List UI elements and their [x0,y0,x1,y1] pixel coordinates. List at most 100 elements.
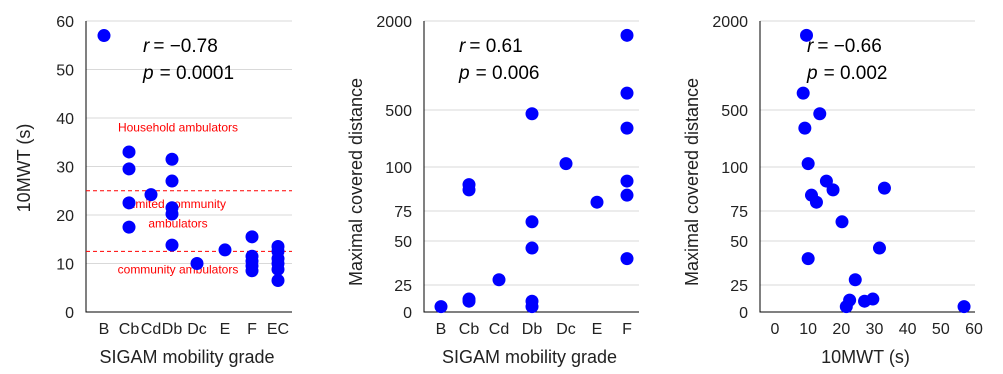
data-point [813,107,827,121]
data-point [165,152,179,166]
data-point [620,86,634,100]
data-point [796,86,810,100]
y-tick-label: 10 [56,257,74,274]
annotation-label: community ambulators [118,262,239,276]
y-tick-label: 50 [394,234,412,251]
data-point [877,181,891,195]
x-tick-label: B [436,321,447,338]
x-tick-label: F [247,321,257,338]
annotation-label: ambulators [148,217,207,231]
data-point [835,215,849,229]
x-tick-label: Db [522,321,543,338]
data-point [620,28,634,42]
y-tick-label: 75 [394,204,412,221]
x-tick-label: 0 [771,321,780,338]
y-tick-label: 50 [56,63,74,80]
correlation-r: r = 0.61 [459,36,523,57]
data-point [462,294,476,308]
data-point [190,257,204,270]
data-point [122,145,136,159]
data-point [245,230,259,244]
y-tick-label: 0 [403,305,412,322]
data-point [525,215,539,229]
x-axis-label: SIGAM mobility grade [99,347,274,367]
x-tick-label: 30 [866,321,884,338]
data-point [122,220,136,234]
y-tick-label: 50 [730,234,748,251]
data-point [801,252,815,266]
x-tick-label: 10 [799,321,817,338]
y-tick-label: 0 [65,305,74,322]
y-tick-label: 2000 [376,14,412,31]
x-tick-label: E [220,321,231,338]
data-point [434,300,448,314]
data-point [165,174,179,188]
data-point [620,252,634,266]
x-tick-label: E [592,321,603,338]
chart-panel-2: 0 25 50 75 100 500 2000 B Cb Cd Db Dc E F SIGAM mobili… [346,14,639,367]
x-tick-label: Cd [489,321,509,338]
data-point [809,195,823,209]
data-point [848,273,862,287]
data-point [872,241,886,255]
x-tick-label: EC [267,321,289,338]
axis-lines [423,21,639,313]
data-point [97,29,111,43]
data-point [462,183,476,197]
data-point [245,264,259,278]
x-tick-label: 60 [965,321,983,338]
data-point [122,162,136,176]
data-point [620,121,634,135]
x-tick-label: Dc [556,321,576,338]
data-point [144,188,158,202]
p-value: p = 0.002 [806,63,888,84]
x-tick-label: B [99,321,110,338]
x-tick-label: Cb [459,321,480,338]
data-point [165,207,179,221]
x-tick-label: 50 [932,321,950,338]
data-point [957,300,971,314]
data-point [122,196,136,210]
y-tick-label: 500 [721,103,748,120]
x-tick-label: Cd [141,321,161,338]
data-point [800,28,814,42]
data-point [826,183,840,197]
p-value: p = 0.006 [458,63,540,84]
y-tick-label: 100 [385,160,412,177]
y-tick-label: 500 [385,103,412,120]
axis-lines [759,21,975,313]
y-tick-label: 20 [56,208,74,225]
x-tick-label: Db [162,321,183,338]
data-point [798,121,812,135]
y-tick-label: 30 [56,160,74,177]
y-axis-label: Maximal covered distance [682,78,702,286]
y-axis-label: 10MWT (s) [14,124,34,213]
chart-panel-1: 0 10 20 30 40 50 60 B Cb Cd Db Dc E F EC SIGAM mobility… [14,14,292,367]
x-tick-label: Cb [119,321,140,338]
data-point [866,292,880,306]
data-point [839,300,853,314]
x-tick-label: 20 [832,321,850,338]
data-point [218,243,232,257]
correlation-r: r = −0.66 [807,36,882,57]
data-point [271,262,285,276]
data-point [590,195,604,209]
data-point [620,174,634,188]
y-tick-label: 0 [739,305,748,322]
y-tick-label: 75 [730,204,748,221]
data-point [525,107,539,121]
y-tick-label: 100 [721,160,748,177]
data-point [620,188,634,202]
data-point [525,241,539,255]
x-tick-label: 40 [899,321,917,338]
y-tick-label: 2000 [712,14,748,31]
y-tick-label: 25 [394,278,412,295]
data-point [525,300,539,314]
correlation-r: r = −0.78 [143,36,218,57]
chart-panel-3: 0 25 50 75 100 500 2000 0 10 20 30 40 50 60 10MWT (s) M… [682,14,983,367]
data-point [492,273,506,287]
data-point [801,157,815,171]
data-point [271,273,285,287]
y-tick-label: 25 [730,278,748,295]
